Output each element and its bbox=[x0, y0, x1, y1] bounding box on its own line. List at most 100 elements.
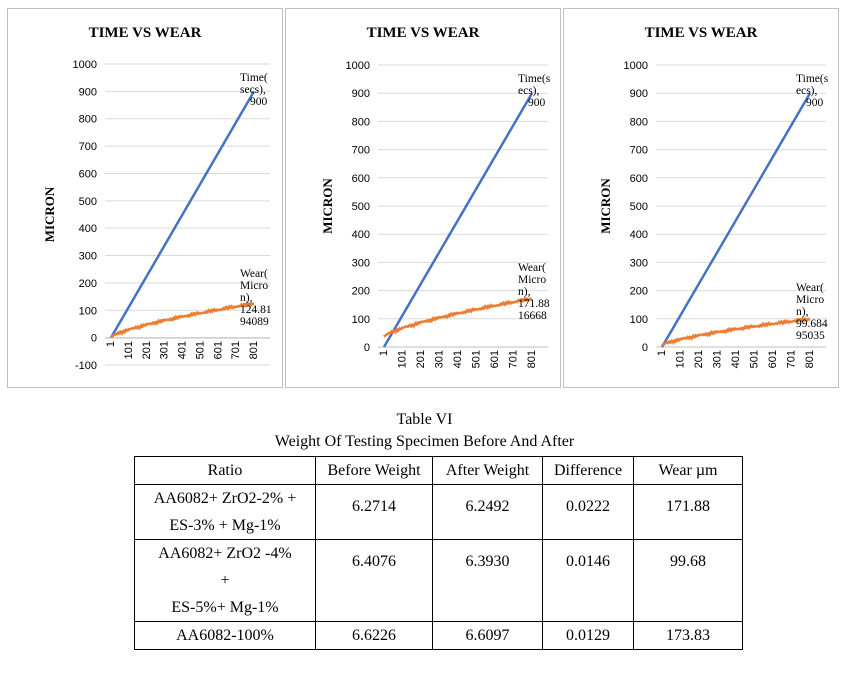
y-tick-label: 0 bbox=[364, 342, 370, 354]
x-tick-label: 701 bbox=[508, 350, 520, 368]
table-header-row: Ratio Before Weight After Weight Differe… bbox=[134, 456, 743, 485]
x-tick-label: 1 bbox=[378, 350, 390, 356]
y-tick-label: -100 bbox=[75, 360, 97, 372]
ratio-cell: AA6082-100% bbox=[134, 621, 316, 650]
ratio-cell: AA6082+ ZrO2-2% + ES-3% + Mg-1% bbox=[134, 484, 316, 540]
x-tick-label: 301 bbox=[434, 350, 446, 368]
wear-data-label: Wear(Micro n), 171.88 16668 bbox=[518, 262, 550, 322]
series-time-line bbox=[109, 90, 256, 339]
series-wear-line bbox=[661, 316, 811, 347]
x-tick-label: 101 bbox=[123, 341, 135, 359]
y-tick-label: 900 bbox=[630, 88, 648, 100]
y-tick-label: 800 bbox=[352, 116, 370, 128]
ratio-line: AA6082+ ZrO2 -4% bbox=[158, 545, 292, 562]
ratio-line: ES-5%+ Mg-1% bbox=[171, 599, 279, 616]
y-tick-label: 0 bbox=[91, 333, 97, 345]
chart-panel-3: TIME VS WEAR MICRON 0 100 200 300 400 500 600 700… bbox=[563, 8, 839, 388]
ratio-line: AA6082-100% bbox=[176, 627, 274, 644]
after-weight-cell: 6.2492 bbox=[432, 484, 543, 540]
y-tick-label: 300 bbox=[79, 251, 97, 263]
before-weight-cell: 6.2714 bbox=[315, 484, 433, 540]
weight-table: Ratio Before Weight After Weight Differe… bbox=[134, 456, 743, 650]
wear-cell: 99.68 bbox=[633, 539, 743, 622]
wear-data-label: Wear(Micro n), 99.684 95035 bbox=[796, 282, 828, 342]
x-tick-label: 401 bbox=[730, 350, 742, 368]
table-row: AA6082-100% 6.6226 6.6097 0.0129 173.83 bbox=[134, 621, 743, 650]
y-tick-label: 700 bbox=[352, 145, 370, 157]
y-tick-label: 100 bbox=[630, 314, 648, 326]
ratio-line: ES-3% + Mg-1% bbox=[169, 517, 281, 534]
y-tick-label: 200 bbox=[630, 286, 648, 298]
series-wear-line bbox=[110, 301, 255, 339]
y-tick-label: 600 bbox=[630, 173, 648, 185]
y-tick-label: 300 bbox=[630, 257, 648, 269]
y-tick-label: 500 bbox=[352, 201, 370, 213]
y-tick-label: 400 bbox=[630, 229, 648, 241]
x-tick-label: 501 bbox=[194, 341, 206, 359]
chart-title: TIME VS WEAR bbox=[367, 25, 480, 41]
x-tick-label: 201 bbox=[415, 350, 427, 368]
x-tick-label: 601 bbox=[767, 350, 779, 368]
y-tick-label: 900 bbox=[352, 88, 370, 100]
wear-data-label: Wear(Micro n), 124.81 94089 bbox=[240, 268, 272, 328]
ratio-line: + bbox=[220, 572, 230, 589]
x-tick-label: 101 bbox=[675, 350, 687, 368]
table-row: AA6082+ ZrO2-2% + ES-3% + Mg-1% 6.2714 6… bbox=[134, 484, 743, 540]
y-tick-label: 800 bbox=[630, 116, 648, 128]
x-tick-label: 1 bbox=[656, 350, 668, 356]
header-ratio: Ratio bbox=[134, 456, 316, 485]
x-tick-label: 801 bbox=[804, 350, 816, 368]
y-tick-label: 300 bbox=[352, 257, 370, 269]
header-difference: Difference bbox=[542, 456, 634, 485]
y-tick-label: 1000 bbox=[73, 59, 97, 71]
wear-cell: 171.88 bbox=[633, 484, 743, 540]
x-tick-label: 701 bbox=[230, 341, 242, 359]
y-tick-label: 400 bbox=[79, 223, 97, 235]
y-tick-label: 400 bbox=[352, 229, 370, 241]
x-tick-label: 501 bbox=[749, 350, 761, 368]
chart-2-svg: TIME VS WEAR MICRON 0 100 200 300 400 500 600 700… bbox=[320, 25, 551, 368]
y-tick-label: 1000 bbox=[346, 60, 370, 72]
x-tick-label: 501 bbox=[471, 350, 483, 368]
x-tick-label: 201 bbox=[141, 341, 153, 359]
ratio-line: AA6082+ ZrO2-2% + bbox=[153, 490, 297, 507]
table-subcaption: Weight Of Testing Specimen Before And Af… bbox=[274, 433, 575, 450]
table-row: AA6082+ ZrO2 -4% + ES-5%+ Mg-1% 6.4076 6… bbox=[134, 539, 743, 622]
x-tick-label: 301 bbox=[712, 350, 724, 368]
y-tick-label: 0 bbox=[642, 342, 648, 354]
difference-cell: 0.0146 bbox=[542, 539, 634, 622]
y-tick-label: 700 bbox=[630, 145, 648, 157]
y-axis-label: MICRON bbox=[320, 178, 335, 234]
x-tick-label: 301 bbox=[159, 341, 171, 359]
y-axis-label: MICRON bbox=[598, 178, 613, 234]
y-axis-label: MICRON bbox=[42, 186, 57, 242]
chart-1-svg: TIME VS WEAR MICRON -100 0 100 200 300 400 500 60… bbox=[42, 25, 272, 372]
series-time-line bbox=[382, 92, 534, 348]
x-tick-label: 401 bbox=[177, 341, 189, 359]
difference-cell: 0.0129 bbox=[542, 621, 634, 650]
y-tick-label: 500 bbox=[79, 196, 97, 208]
table-caption: Table VI bbox=[396, 411, 453, 428]
time-data-label: Time(secs),900 bbox=[240, 72, 268, 108]
y-tick-label: 100 bbox=[79, 305, 97, 317]
x-tick-label: 801 bbox=[248, 341, 260, 359]
before-weight-cell: 6.4076 bbox=[315, 539, 433, 622]
header-before-weight: Before Weight bbox=[315, 456, 433, 485]
y-tick-label: 600 bbox=[352, 173, 370, 185]
after-weight-cell: 6.3930 bbox=[432, 539, 543, 622]
x-tick-label: 101 bbox=[397, 350, 409, 368]
wear-cell: 173.83 bbox=[633, 621, 743, 650]
ratio-cell: AA6082+ ZrO2 -4% + ES-5%+ Mg-1% bbox=[134, 539, 316, 622]
x-tick-label: 801 bbox=[526, 350, 538, 368]
y-tick-label: 700 bbox=[79, 141, 97, 153]
header-wear: Wear µm bbox=[633, 456, 743, 485]
x-tick-label: 601 bbox=[489, 350, 501, 368]
y-tick-label: 200 bbox=[79, 278, 97, 290]
y-tick-label: 800 bbox=[79, 114, 97, 126]
chart-panel-1: TIME VS WEAR MICRON -100 0 100 200 300 400 500 60… bbox=[7, 8, 283, 388]
y-tick-label: 500 bbox=[630, 201, 648, 213]
chart-title: TIME VS WEAR bbox=[645, 25, 758, 41]
chart-3-svg: TIME VS WEAR MICRON 0 100 200 300 400 500 600 700… bbox=[598, 25, 829, 368]
